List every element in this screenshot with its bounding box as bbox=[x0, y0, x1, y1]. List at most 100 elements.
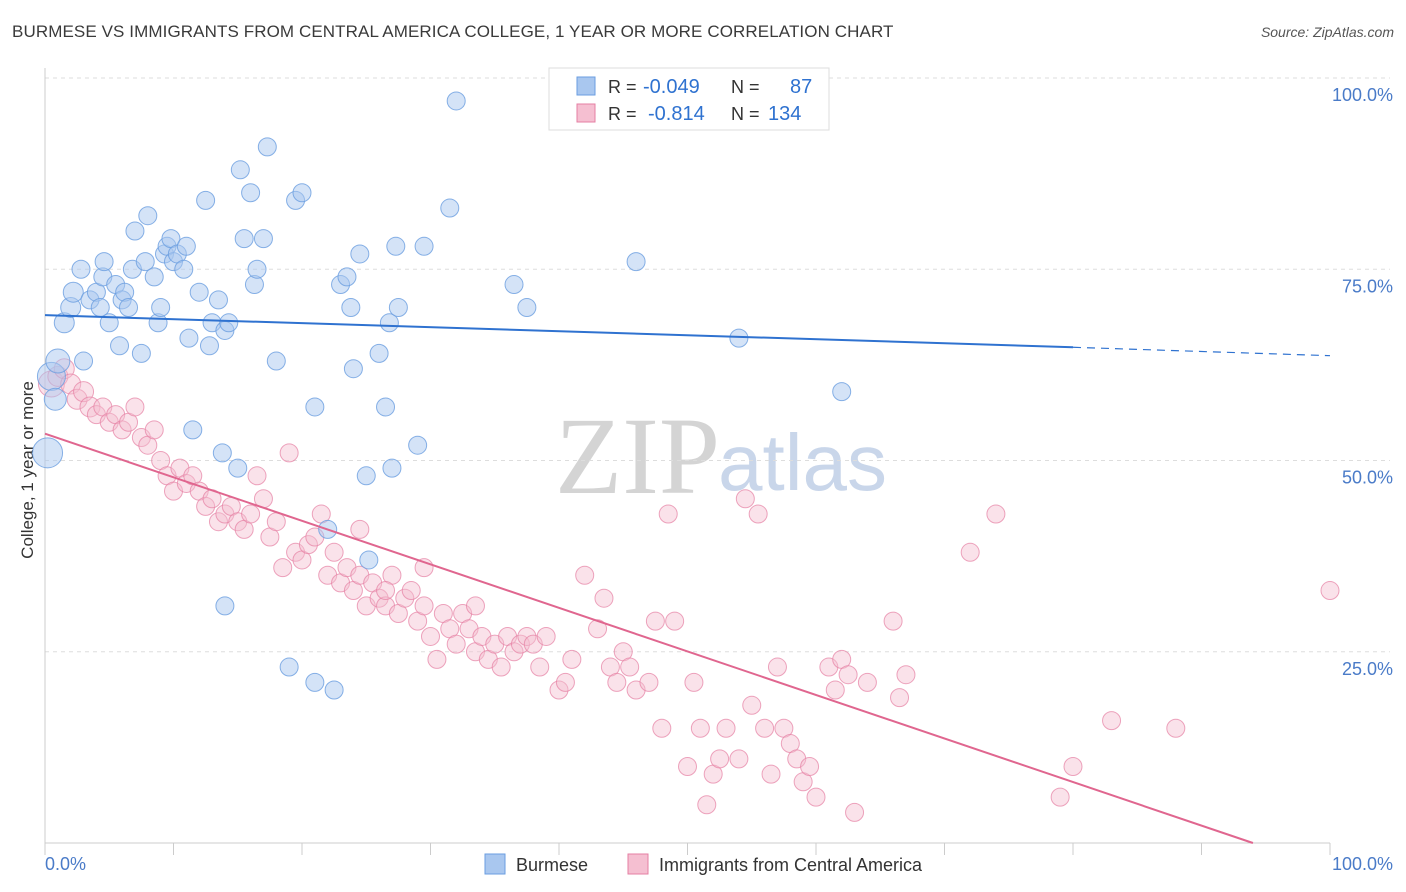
data-point-burmese bbox=[32, 437, 64, 469]
data-point-central-america bbox=[1050, 787, 1070, 807]
data-point-burmese bbox=[110, 336, 130, 356]
y-tick-label: 25.0% bbox=[1342, 659, 1393, 679]
x-tick-label: 0.0% bbox=[45, 854, 86, 874]
data-point-central-america bbox=[806, 787, 826, 807]
data-point-central-america bbox=[735, 489, 755, 509]
data-point-central-america bbox=[536, 626, 556, 646]
data-point-burmese bbox=[729, 328, 749, 348]
tick-labels: 25.0% 50.0% 75.0% 100.0% 0.0% 100.0% bbox=[45, 85, 1393, 874]
data-point-burmese bbox=[212, 443, 232, 463]
data-point-burmese bbox=[43, 387, 67, 411]
data-point-central-america bbox=[857, 672, 877, 692]
data-point-central-america bbox=[144, 420, 164, 440]
bottom-legend-central-america: Immigrants from Central America bbox=[659, 855, 923, 875]
y-tick-label: 100.0% bbox=[1332, 85, 1393, 105]
data-point-burmese bbox=[832, 382, 852, 402]
data-point-burmese bbox=[135, 252, 155, 272]
data-point-burmese bbox=[266, 351, 286, 371]
data-point-central-america bbox=[960, 542, 980, 562]
data-point-central-america bbox=[1166, 718, 1186, 738]
legend-r-value-2: -0.814 bbox=[648, 103, 705, 125]
data-point-central-america bbox=[196, 496, 216, 516]
data-point-burmese bbox=[151, 298, 171, 317]
data-point-burmese bbox=[94, 252, 114, 272]
data-point-burmese bbox=[131, 343, 151, 363]
data-point-burmese bbox=[174, 259, 194, 279]
data-point-central-america bbox=[530, 657, 550, 677]
data-point-burmese bbox=[179, 328, 199, 348]
data-point-burmese bbox=[138, 206, 158, 226]
data-point-burmese bbox=[324, 680, 344, 700]
source-label: Source: ZipAtlas.com bbox=[1260, 24, 1394, 40]
series-central-america-points bbox=[37, 358, 1340, 822]
data-point-burmese bbox=[208, 290, 228, 310]
data-point-burmese bbox=[230, 160, 250, 180]
data-point-central-america bbox=[421, 626, 440, 646]
data-point-burmese bbox=[144, 267, 164, 287]
data-point-central-america bbox=[890, 688, 910, 708]
data-point-central-america bbox=[555, 672, 575, 692]
data-point-burmese bbox=[119, 298, 139, 317]
data-point-central-america bbox=[1320, 581, 1340, 601]
data-point-central-america bbox=[517, 626, 537, 646]
data-point-central-america bbox=[639, 672, 659, 692]
bottom-legend-swatch-central-america bbox=[627, 853, 649, 875]
legend-r-label-2: R = bbox=[608, 104, 637, 124]
data-point-burmese bbox=[292, 183, 312, 203]
data-point-central-america bbox=[376, 581, 396, 601]
data-point-burmese bbox=[125, 221, 145, 241]
data-point-central-america bbox=[767, 657, 787, 677]
data-point-central-america bbox=[697, 795, 717, 815]
legend-r-value-1: -0.049 bbox=[643, 76, 700, 98]
chart-title: BURMESE VS IMMIGRANTS FROM CENTRAL AMERI… bbox=[12, 22, 894, 41]
data-point-burmese bbox=[183, 420, 203, 440]
data-point-burmese bbox=[99, 313, 119, 333]
data-point-central-america bbox=[729, 749, 749, 769]
data-point-central-america bbox=[761, 764, 781, 784]
data-point-central-america bbox=[491, 657, 511, 677]
data-point-burmese bbox=[305, 397, 325, 417]
data-point-central-america bbox=[748, 504, 768, 524]
data-point-burmese bbox=[359, 550, 379, 570]
y-axis-label: College, 1 year or more bbox=[18, 381, 37, 559]
data-point-central-america bbox=[883, 611, 903, 631]
data-point-central-america bbox=[658, 504, 678, 524]
data-point-burmese bbox=[45, 348, 71, 374]
data-point-central-america bbox=[504, 642, 524, 662]
data-point-burmese bbox=[440, 198, 460, 218]
legend-box bbox=[548, 67, 830, 131]
data-point-burmese bbox=[446, 91, 466, 111]
data-point-central-america bbox=[414, 596, 434, 616]
legend-n-value-1: 87 bbox=[790, 76, 812, 98]
trend-line-burmese-extension bbox=[1072, 346, 1331, 357]
data-point-central-america bbox=[324, 542, 344, 562]
data-point-burmese bbox=[247, 259, 267, 279]
data-point-central-america bbox=[401, 581, 421, 601]
data-point-central-america bbox=[825, 680, 845, 700]
data-point-central-america bbox=[562, 649, 582, 669]
data-point-central-america bbox=[594, 588, 614, 608]
data-point-central-america bbox=[645, 611, 665, 631]
data-point-burmese bbox=[350, 244, 370, 264]
legend-r-label-1: R = bbox=[608, 77, 637, 97]
data-point-central-america bbox=[678, 757, 697, 776]
data-point-central-america bbox=[742, 695, 762, 715]
bottom-legend-swatch-burmese bbox=[484, 853, 506, 875]
series-burmese-points bbox=[32, 68, 852, 700]
data-point-burmese bbox=[176, 236, 196, 256]
data-point-burmese bbox=[408, 435, 428, 455]
data-point-burmese bbox=[341, 298, 361, 317]
data-point-central-america bbox=[279, 443, 299, 463]
data-point-central-america bbox=[1063, 757, 1083, 776]
data-point-burmese bbox=[376, 397, 396, 417]
data-point-central-america bbox=[549, 680, 569, 700]
legend-swatch-burmese bbox=[576, 76, 596, 96]
data-point-central-america bbox=[690, 718, 710, 738]
data-point-burmese bbox=[343, 359, 363, 379]
data-point-burmese bbox=[504, 275, 524, 295]
data-point-burmese bbox=[215, 596, 235, 616]
legend-n-label-2: N = bbox=[731, 104, 760, 124]
data-point-central-america bbox=[986, 504, 1006, 524]
legend-n-label-1: N = bbox=[731, 77, 760, 97]
y-tick-label: 75.0% bbox=[1342, 276, 1393, 296]
